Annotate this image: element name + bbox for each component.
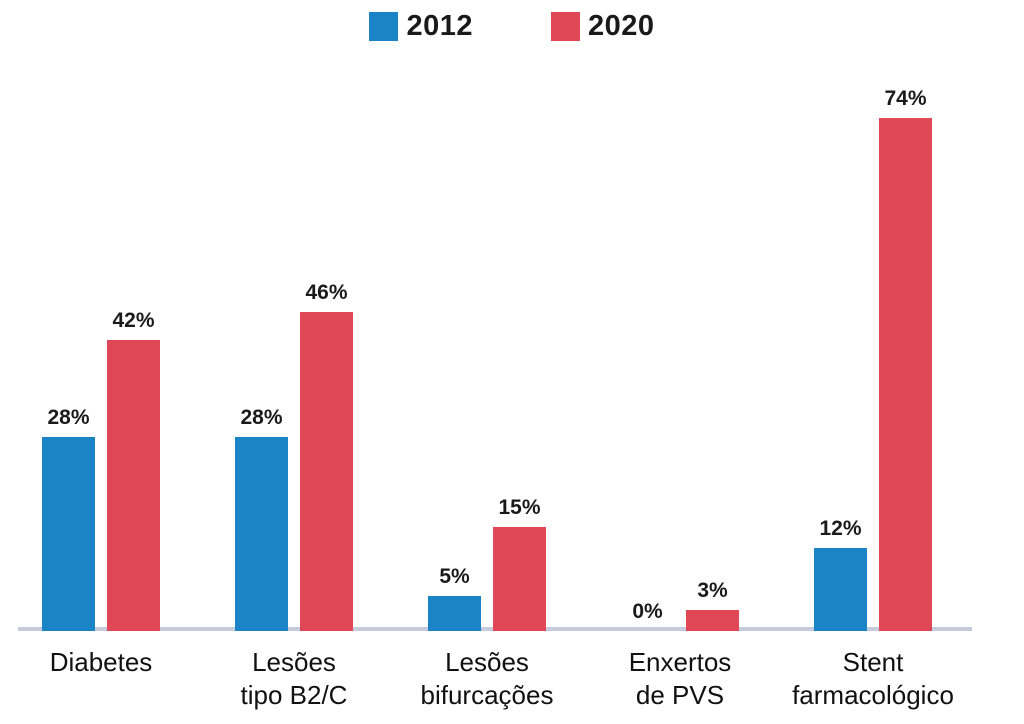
bar-value-label: 15% [498,496,541,519]
bar-group: 28% 46% [235,281,353,631]
bar-value-label: 5% [439,565,470,588]
bar-group: 5% 15% [428,496,546,631]
bar-wrap-2012: 0% [621,600,674,631]
bar-wrap-2020: 74% [879,87,932,631]
plot-area: 28% 42% 28% 46% 5% 15% 0% 3% 12% 74% [42,51,932,631]
bar-value-label: 74% [884,87,927,110]
bar-2012 [428,596,481,631]
bar-2020 [300,312,353,631]
x-axis-label-cell: Lesões bifurcações [421,646,554,716]
bar-2012 [235,437,288,631]
legend-item-2012: 2012 [369,10,473,43]
category-label: Enxertos de PVS [628,647,732,710]
bar-wrap-2012: 28% [42,406,95,631]
x-axis-label-cell: Enxertos de PVS [621,646,739,716]
legend-label-2020: 2020 [588,10,655,42]
bar-2020 [493,527,546,631]
bar-group: 0% 3% [621,579,739,631]
bar-wrap-2020: 46% [300,281,353,631]
bar-wrap-2012: 12% [814,517,867,631]
bar-wrap-2020: 42% [107,309,160,631]
bar-2020 [686,610,739,631]
bar-value-label: 42% [112,309,155,332]
category-label: Lesões bifurcações [420,647,554,710]
legend-swatch-2012 [369,12,399,41]
category-label: Diabetes [49,647,153,677]
legend-item-2020: 2020 [551,10,655,43]
bar-wrap-2020: 3% [686,579,739,631]
chart-legend: 2012 2020 [0,10,1024,43]
bar-wrap-2012: 28% [235,406,288,631]
bar-2012 [814,548,867,631]
bar-group: 28% 42% [42,309,160,631]
bar-value-label: 3% [697,579,728,602]
bar-value-label: 28% [47,406,90,429]
x-axis-label-cell: Stent farmacológico [792,646,954,716]
bar-wrap-2012: 5% [428,565,481,631]
bar-2020 [107,340,160,631]
x-axis-labels: Diabetes Lesões tipo B2/C Lesões bifurcaçõ… [42,646,954,716]
x-axis-label-cell: Lesões tipo B2/C [235,646,353,716]
bar-value-label: 28% [240,406,283,429]
bar-wrap-2020: 15% [493,496,546,631]
bar-value-label: 46% [305,281,348,304]
bar-2020 [879,118,932,631]
category-label: Stent farmacológico [792,647,954,710]
bar-value-label: 12% [819,517,862,540]
legend-swatch-2020 [551,12,580,41]
x-axis-label-cell: Diabetes [42,646,160,716]
bar-group: 12% 74% [814,87,932,631]
bar-value-label: 0% [632,600,663,623]
category-label: Lesões tipo B2/C [240,647,348,710]
bar-2012 [42,437,95,631]
legend-label-2012: 2012 [406,10,473,42]
